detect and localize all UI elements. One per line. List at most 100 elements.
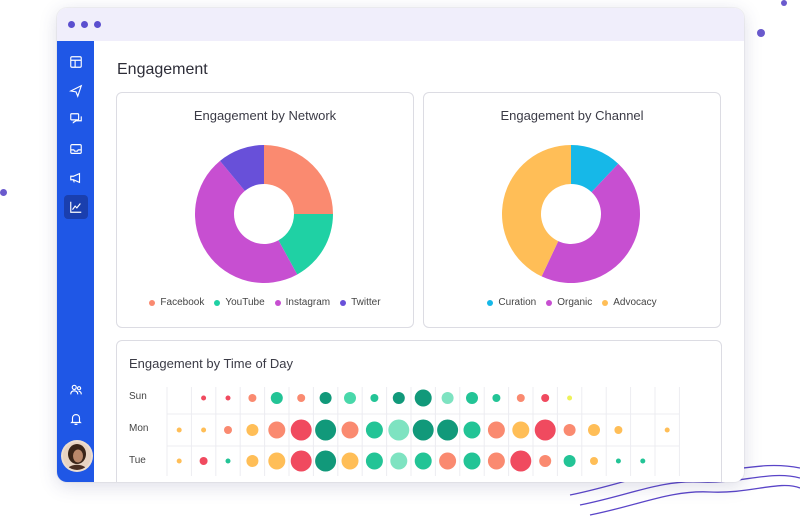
engagement-bubble[interactable]	[248, 394, 257, 402]
engagement-bubble[interactable]	[412, 419, 434, 441]
window-control-dot[interactable]	[68, 21, 75, 28]
engagement-bubble[interactable]	[246, 424, 259, 436]
legend-label: Instagram	[285, 297, 331, 308]
engagement-bubble[interactable]	[319, 392, 332, 404]
engagement-bubble[interactable]	[341, 452, 359, 470]
legend-item-facebook[interactable]: Facebook	[149, 297, 204, 308]
donut-slice-instagram[interactable]	[194, 160, 298, 284]
engagement-bubble[interactable]	[492, 394, 501, 402]
engagement-bubble[interactable]	[390, 452, 408, 470]
bell-icon	[70, 414, 82, 426]
engagement-bubble[interactable]	[315, 450, 337, 472]
engagement-bubble[interactable]	[199, 457, 208, 465]
legend-item-instagram[interactable]: Instagram	[274, 297, 331, 308]
network-chart-card: Engagement by Network Facebook YouTube I…	[116, 92, 414, 328]
engagement-bubble[interactable]	[463, 452, 481, 470]
channel-donut-chart	[502, 145, 640, 283]
engagement-bubble[interactable]	[392, 392, 405, 404]
engagement-bubble[interactable]	[414, 452, 432, 470]
engagement-bubble[interactable]	[487, 421, 505, 439]
time-of-day-bubble-chart	[166, 387, 680, 476]
engagement-bubble[interactable]	[341, 421, 359, 439]
page-title: Engagement	[117, 61, 208, 78]
legend-label: Twitter	[351, 297, 381, 308]
engagement-bubble[interactable]	[512, 421, 530, 439]
decorative-dot	[781, 0, 787, 6]
users-icon	[70, 384, 82, 395]
sidebar-item-publish[interactable]	[64, 79, 88, 103]
sidebar-item-inbox[interactable]	[64, 137, 88, 161]
engagement-bubble[interactable]	[290, 419, 312, 441]
legend-label: YouTube	[225, 297, 265, 308]
engagement-bubble[interactable]	[176, 458, 182, 464]
engagement-bubble[interactable]	[268, 421, 286, 439]
engagement-bubble[interactable]	[365, 421, 383, 439]
engagement-bubble[interactable]	[588, 424, 600, 436]
engagement-bubble[interactable]	[567, 395, 573, 401]
engagement-bubble[interactable]	[388, 419, 410, 441]
engagement-bubble[interactable]	[344, 392, 356, 404]
engagement-bubble[interactable]	[414, 389, 432, 407]
engagement-bubble[interactable]	[439, 452, 457, 470]
engagement-bubble[interactable]	[539, 455, 552, 467]
engagement-bubble[interactable]	[437, 419, 459, 441]
channel-legend: Curation Organic Advocacy	[424, 297, 720, 308]
legend-item-advocacy[interactable]: Advocacy	[602, 297, 657, 308]
engagement-bubble[interactable]	[365, 452, 383, 470]
engagement-bubble[interactable]	[510, 450, 532, 472]
donut-slice-twitter[interactable]	[220, 145, 264, 191]
legend-item-curation[interactable]: Curation	[487, 297, 536, 308]
engagement-bubble[interactable]	[516, 394, 525, 402]
donut-slice-youtube[interactable]	[278, 214, 333, 275]
window-control-dot[interactable]	[81, 21, 88, 28]
engagement-bubble[interactable]	[224, 426, 232, 434]
decorative-dot	[0, 189, 7, 196]
engagement-bubble[interactable]	[563, 455, 576, 467]
engagement-bubble[interactable]	[268, 452, 286, 470]
engagement-bubble[interactable]	[614, 426, 623, 434]
row-label-tue: Tue	[129, 455, 146, 466]
donut-slice-facebook[interactable]	[264, 145, 333, 214]
engagement-bubble[interactable]	[466, 392, 478, 404]
engagement-bubble[interactable]	[201, 427, 207, 433]
engagement-bubble[interactable]	[487, 452, 505, 470]
sidebar-item-campaigns[interactable]	[64, 166, 88, 190]
engagement-bubble[interactable]	[290, 450, 312, 472]
sidebar-item-users[interactable]	[64, 378, 88, 402]
engagement-bubble[interactable]	[176, 427, 182, 433]
engagement-bubble[interactable]	[270, 392, 283, 404]
engagement-bubble[interactable]	[225, 458, 231, 464]
legend-item-twitter[interactable]: Twitter	[340, 297, 381, 308]
window-control-dot[interactable]	[94, 21, 101, 28]
sidebar-item-analytics[interactable]	[64, 195, 88, 219]
engagement-bubble[interactable]	[201, 395, 207, 401]
engagement-bubble[interactable]	[563, 424, 576, 436]
network-donut-chart	[194, 145, 333, 284]
network-chart-title: Engagement by Network	[193, 108, 337, 123]
donut-slice-organic[interactable]	[541, 163, 640, 283]
sidebar-item-dashboard[interactable]	[64, 50, 88, 74]
avatar[interactable]	[61, 440, 93, 472]
engagement-bubble[interactable]	[640, 427, 646, 433]
engagement-bubble[interactable]	[541, 394, 550, 402]
engagement-bubble[interactable]	[315, 419, 337, 441]
engagement-bubble[interactable]	[463, 421, 481, 439]
donut-slice-curation[interactable]	[571, 145, 619, 193]
engagement-bubble[interactable]	[640, 458, 646, 464]
engagement-bubble[interactable]	[297, 394, 306, 402]
sidebar-item-notifications[interactable]	[64, 407, 88, 431]
donut-slice-advocacy[interactable]	[502, 145, 571, 277]
row-label-sun: Sun	[129, 391, 147, 402]
legend-item-youtube[interactable]: YouTube	[214, 297, 265, 308]
engagement-bubble[interactable]	[246, 455, 259, 467]
engagement-bubble[interactable]	[615, 458, 621, 464]
engagement-bubble[interactable]	[590, 457, 598, 465]
legend-item-organic[interactable]: Organic	[546, 297, 592, 308]
sidebar-item-messages[interactable]	[64, 107, 88, 131]
engagement-bubble[interactable]	[370, 394, 379, 402]
engagement-bubble[interactable]	[441, 392, 454, 404]
channel-chart-card: Engagement by Channel Curation Organic A…	[423, 92, 721, 328]
engagement-bubble[interactable]	[534, 419, 556, 441]
engagement-bubble[interactable]	[225, 395, 231, 401]
engagement-bubble[interactable]	[664, 427, 670, 433]
